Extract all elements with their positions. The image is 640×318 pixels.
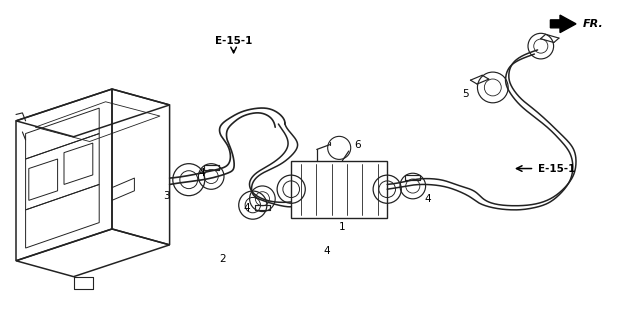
Text: 6: 6 <box>354 140 360 150</box>
Text: E-15-1: E-15-1 <box>215 36 252 46</box>
Text: 4: 4 <box>243 203 250 213</box>
FancyArrow shape <box>550 15 576 32</box>
Text: 4: 4 <box>323 246 330 256</box>
Text: E-15-1: E-15-1 <box>538 163 575 174</box>
Text: 4: 4 <box>424 194 431 204</box>
Text: 1: 1 <box>339 222 346 232</box>
Text: 2: 2 <box>220 254 226 264</box>
Text: 4: 4 <box>198 168 205 178</box>
Text: 3: 3 <box>163 190 170 201</box>
Bar <box>291 161 387 218</box>
Text: 5: 5 <box>463 89 469 99</box>
Text: FR.: FR. <box>582 19 603 29</box>
